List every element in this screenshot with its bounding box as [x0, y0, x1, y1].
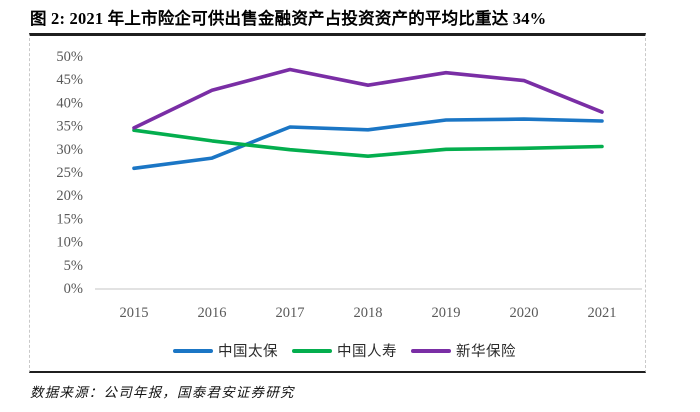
legend-label: 中国人寿: [337, 344, 397, 360]
x-tick-label: 2016: [198, 305, 227, 321]
y-tick-label: 40%: [56, 95, 83, 111]
source-note: 数据来源：公司年报，国泰君安证券研究: [30, 385, 295, 400]
series-line-新华保险: [132, 67, 604, 130]
y-tick-label: 5%: [64, 258, 83, 274]
y-tick-label: 50%: [56, 49, 83, 65]
y-tick-label: 20%: [56, 188, 83, 204]
x-tick-label: 2015: [120, 305, 149, 321]
x-tick-label: 2020: [510, 305, 539, 321]
legend-label: 中国太保: [218, 344, 278, 360]
x-tick-label: 2018: [354, 305, 383, 321]
y-tick-label: 10%: [56, 235, 83, 251]
legend-line-swatch-icon: [411, 348, 451, 353]
y-tick-label: 0%: [64, 281, 83, 297]
legend-line-swatch-icon: [173, 348, 213, 353]
y-tick-label: 15%: [56, 211, 83, 227]
legend-item: 中国太保: [173, 340, 278, 361]
legend-item: 新华保险: [411, 340, 516, 361]
legend-line-swatch-icon: [292, 348, 332, 353]
y-tick-label: 35%: [56, 119, 83, 135]
x-tick-label: 2017: [276, 305, 305, 321]
legend-item: 中国人寿: [292, 340, 397, 361]
chart-figure: 0% 5% 10% 15% 20% 25% 30% 35% 40% 45% 50% 2015 2016 2…: [29, 33, 646, 373]
chart-legend: 中国太保 中国人寿 新华保险: [30, 340, 645, 361]
y-tick-label: 45%: [56, 72, 83, 88]
legend-label: 新华保险: [456, 344, 516, 360]
x-tick-label: 2019: [432, 305, 461, 321]
series-line-中国太保: [132, 117, 604, 171]
y-tick-label: 30%: [56, 142, 83, 158]
series-line-中国人寿: [132, 128, 604, 158]
y-tick-label: 25%: [56, 165, 83, 181]
line-chart: 0% 5% 10% 15% 20% 25% 30% 35% 40% 45% 50% 2015 2016 2…: [56, 49, 642, 321]
figure-title: 图 2: 2021 年上市险企可供出售金融资产占投资资产的平均比重达 34%: [30, 9, 547, 28]
x-tick-label: 2021: [588, 305, 617, 321]
